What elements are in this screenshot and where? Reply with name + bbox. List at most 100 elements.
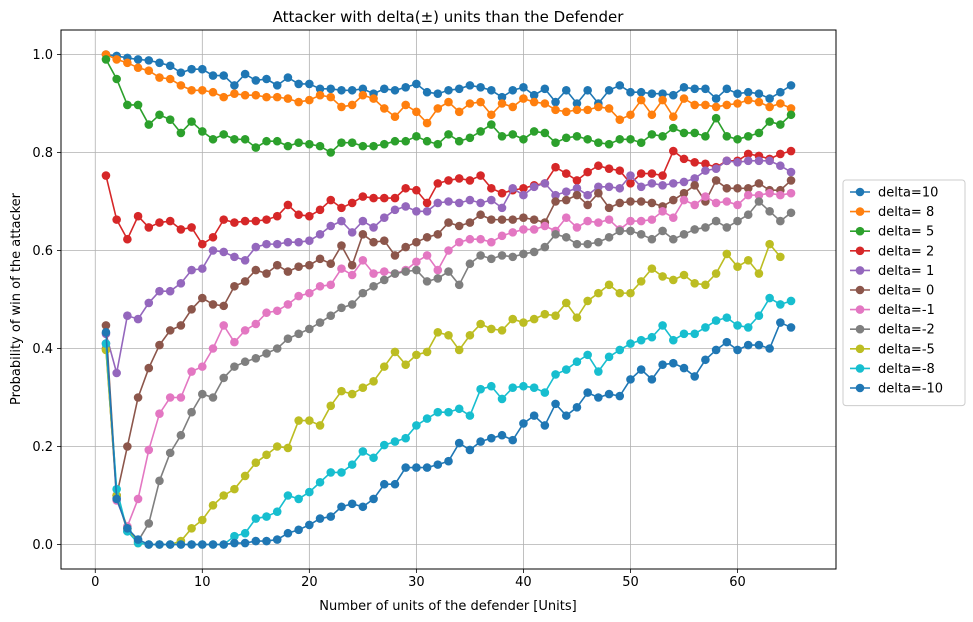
- data-point: [444, 267, 453, 276]
- data-point: [187, 223, 196, 232]
- data-point: [583, 134, 592, 144]
- data-point: [487, 120, 496, 129]
- data-point: [155, 540, 164, 549]
- data-point: [219, 92, 229, 102]
- data-point: [701, 132, 710, 141]
- data-point: [776, 216, 785, 226]
- data-point: [508, 130, 518, 139]
- data-point: [497, 132, 507, 141]
- data-point: [230, 362, 239, 371]
- data-point: [765, 188, 774, 198]
- data-point: [604, 232, 614, 242]
- data-point: [390, 205, 400, 215]
- data-point: [337, 203, 346, 213]
- data-point: [572, 176, 582, 185]
- data-point: [476, 198, 485, 208]
- data-point: [497, 99, 507, 108]
- data-point: [155, 73, 164, 82]
- data-point: [711, 198, 721, 208]
- data-point: [187, 407, 196, 417]
- data-point: [668, 146, 678, 156]
- data-point: [283, 237, 293, 247]
- data-point: [305, 324, 314, 334]
- data-point: [529, 247, 539, 257]
- data-point: [379, 84, 389, 94]
- data-point: [508, 215, 518, 224]
- data-point: [604, 85, 614, 95]
- data-point: [487, 85, 496, 95]
- data-point: [476, 127, 485, 136]
- data-point: [369, 269, 378, 278]
- data-point: [754, 128, 764, 138]
- data-point: [679, 83, 689, 92]
- data-point: [444, 246, 453, 255]
- data-point: [433, 265, 443, 275]
- data-point: [615, 226, 625, 236]
- data-point: [776, 120, 785, 129]
- data-point: [187, 367, 196, 376]
- data-point: [529, 127, 539, 136]
- data-point: [369, 94, 378, 103]
- data-point: [690, 279, 699, 288]
- data-point: [315, 84, 325, 94]
- data-point: [636, 197, 646, 206]
- data-point: [305, 416, 314, 425]
- data-point: [540, 388, 550, 397]
- data-point: [208, 71, 218, 80]
- data-point: [112, 494, 121, 504]
- data-point: [379, 479, 389, 489]
- data-point: [337, 502, 346, 512]
- data-point: [465, 411, 475, 420]
- data-point: [315, 205, 325, 215]
- series-line: [105, 192, 792, 529]
- data-point: [337, 241, 346, 250]
- data-point: [347, 100, 357, 110]
- data-point: [594, 218, 603, 227]
- data-point: [401, 183, 410, 193]
- data-point: [326, 148, 336, 157]
- data-point: [765, 239, 774, 249]
- x-tick-label: 30: [408, 575, 425, 590]
- data-point: [743, 190, 753, 200]
- data-point: [776, 161, 785, 171]
- data-point: [433, 274, 443, 283]
- data-point: [733, 99, 742, 108]
- data-point: [722, 337, 732, 347]
- data-point: [379, 362, 389, 371]
- data-point: [572, 183, 582, 193]
- data-point: [251, 514, 261, 523]
- data-point: [647, 215, 657, 224]
- data-point: [594, 393, 603, 402]
- data-point: [465, 195, 475, 205]
- data-point: [476, 97, 485, 107]
- data-point: [198, 127, 207, 136]
- data-point: [401, 202, 410, 211]
- data-point: [444, 330, 453, 340]
- data-point: [294, 97, 303, 107]
- data-point: [636, 87, 646, 97]
- data-point: [422, 87, 432, 97]
- data-point: [786, 296, 796, 306]
- data-point: [337, 138, 346, 147]
- data-point: [604, 104, 614, 113]
- data-point: [422, 277, 432, 286]
- data-point: [326, 280, 336, 290]
- data-point: [358, 255, 368, 265]
- data-point: [529, 383, 539, 393]
- data-point: [754, 89, 764, 98]
- x-tick-label: 0: [91, 575, 99, 590]
- data-point: [326, 84, 336, 94]
- data-point: [636, 182, 646, 192]
- data-point: [540, 242, 550, 252]
- legend-label: delta=10: [878, 186, 938, 201]
- data-point: [679, 230, 689, 239]
- data-point: [347, 198, 357, 208]
- data-point: [390, 251, 400, 260]
- data-point: [529, 314, 539, 324]
- data-point: [454, 198, 464, 208]
- data-point: [305, 139, 314, 149]
- data-point: [315, 141, 325, 151]
- data-point: [358, 502, 368, 512]
- data-point: [187, 85, 196, 95]
- data-point: [305, 487, 314, 497]
